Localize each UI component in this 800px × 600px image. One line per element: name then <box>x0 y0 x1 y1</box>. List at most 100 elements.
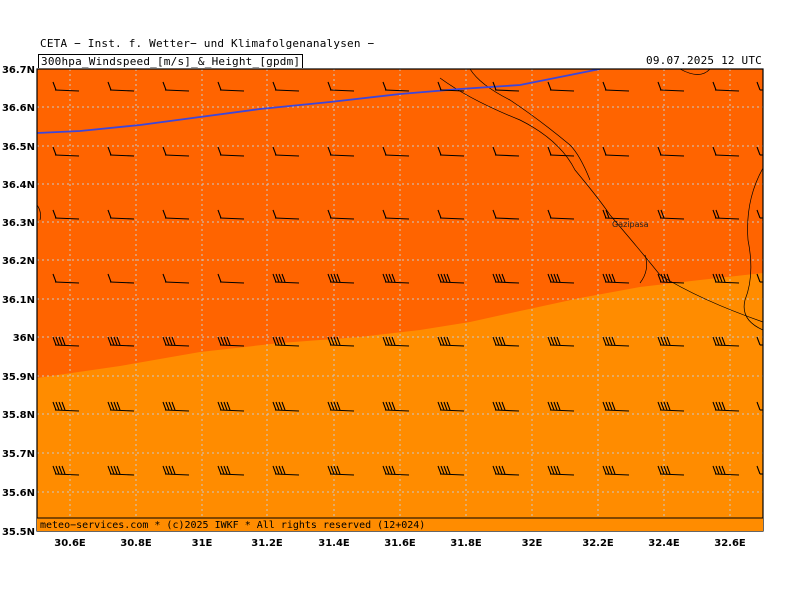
wind-barb <box>437 465 465 476</box>
wind-barb <box>327 146 355 157</box>
wind-barb <box>602 336 630 347</box>
wind-barb <box>657 336 685 347</box>
lon-tick-label: 31.4E <box>318 538 350 549</box>
wind-barbs <box>52 81 763 476</box>
wind-barb <box>272 146 300 157</box>
lon-tick-label: 31.6E <box>384 538 416 549</box>
lat-tick-label: 35.9N <box>2 372 35 383</box>
wind-barb <box>217 209 245 220</box>
lon-tick-label: 32E <box>522 538 543 549</box>
valid-datetime: 09.07.2025 12 UTC <box>646 54 762 67</box>
wind-barb <box>382 273 410 284</box>
wind-barb <box>327 465 355 476</box>
wind-barb <box>327 209 355 220</box>
wind-barb <box>272 209 300 220</box>
wind-barb <box>52 465 80 476</box>
wind-barb <box>492 146 520 157</box>
wind-barb <box>327 336 355 347</box>
wind-barb <box>217 336 245 347</box>
wind-barb <box>327 273 355 284</box>
wind-barb <box>547 401 575 412</box>
wind-barb <box>327 401 355 412</box>
wind-barb <box>382 146 410 157</box>
wind-barb <box>52 336 80 347</box>
wind-barb <box>162 209 190 220</box>
wind-barb <box>547 465 575 476</box>
wind-barb <box>217 465 245 476</box>
lat-tick-label: 36.7N <box>2 65 35 76</box>
wind-barb <box>437 401 465 412</box>
wind-barb <box>657 401 685 412</box>
wind-barb <box>547 336 575 347</box>
wind-barb <box>547 146 575 157</box>
wind-barb <box>492 209 520 220</box>
wind-barb <box>107 81 135 92</box>
lat-tick-label: 36.2N <box>2 256 35 267</box>
lat-tick-label: 35.6N <box>2 488 35 499</box>
height-contour <box>37 69 601 134</box>
wind-barb <box>272 336 300 347</box>
wind-barb <box>602 273 630 284</box>
wind-barb <box>107 336 135 347</box>
wind-barb <box>327 81 355 92</box>
wind-barb <box>437 273 465 284</box>
wind-barb <box>492 465 520 476</box>
wind-barb <box>162 336 190 347</box>
latitude-axis: 35.5N 35.6N 35.7N 35.8N 35.9N 36N 36.1N 36.2N 36… <box>2 65 35 538</box>
wind-barb <box>657 81 685 92</box>
lat-tick-label: 36.3N <box>2 218 35 229</box>
wind-barb <box>272 465 300 476</box>
wind-barb <box>107 146 135 157</box>
wind-barb <box>52 273 80 284</box>
wind-barb <box>162 81 190 92</box>
wind-barb <box>382 401 410 412</box>
lat-tick-label: 36.4N <box>2 180 35 191</box>
lon-tick-label: 32.2E <box>582 538 614 549</box>
wind-barb <box>437 336 465 347</box>
lat-tick-label: 35.5N <box>2 527 35 538</box>
lon-tick-label: 30.6E <box>54 538 86 549</box>
wind-barb <box>217 273 245 284</box>
wind-barb <box>162 401 190 412</box>
wind-barb <box>547 81 575 92</box>
wind-barb <box>712 401 740 412</box>
lon-tick-label: 30.8E <box>120 538 152 549</box>
city-label: Gazipasa <box>612 220 649 229</box>
wind-barb <box>52 401 80 412</box>
wind-barb <box>107 401 135 412</box>
wind-barb <box>52 209 80 220</box>
wind-barb <box>107 209 135 220</box>
chart-parameter-label: 300hpa_Windspeed_[m/s]_&_Height_[gpdm] <box>38 54 304 68</box>
wind-barb <box>382 209 410 220</box>
wind-barb <box>107 273 135 284</box>
wind-barb <box>712 209 740 220</box>
wind-barb <box>272 81 300 92</box>
wind-barb <box>217 401 245 412</box>
lat-tick-label: 36.6N <box>2 103 35 114</box>
wind-barb <box>162 273 190 284</box>
wind-barb <box>437 209 465 220</box>
wind-barb <box>712 146 740 157</box>
wind-barb <box>712 81 740 92</box>
wind-barb <box>712 336 740 347</box>
wind-barb <box>107 465 135 476</box>
wind-barb <box>602 81 630 92</box>
longitude-axis: 30.6E 30.8E 31E 31.2E 31.4E 31.6E 31.8E 32E 32.2… <box>54 538 746 549</box>
wind-barb <box>712 465 740 476</box>
header-title: CETA − Inst. f. Wetter− und Klimafolgena… <box>40 37 375 50</box>
wind-barb <box>217 146 245 157</box>
footer-strip <box>37 518 763 531</box>
wind-barb <box>52 81 80 92</box>
lon-tick-label: 31.8E <box>450 538 482 549</box>
wind-barb <box>602 146 630 157</box>
wind-barb <box>547 273 575 284</box>
wind-barb <box>382 465 410 476</box>
wind-barb <box>162 146 190 157</box>
lat-tick-label: 35.8N <box>2 410 35 421</box>
wind-barb <box>657 273 685 284</box>
lat-tick-label: 36.5N <box>2 142 35 153</box>
wind-barb <box>547 209 575 220</box>
lon-tick-label: 31E <box>192 538 213 549</box>
wind-barb <box>602 465 630 476</box>
wind-barb <box>382 81 410 92</box>
